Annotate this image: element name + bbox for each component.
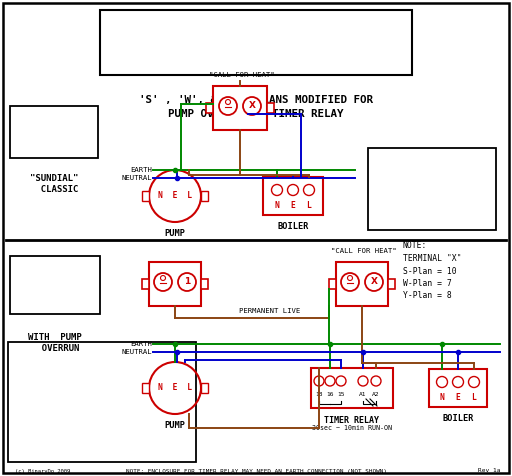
Text: NEUTRAL: NEUTRAL bbox=[121, 349, 152, 355]
Text: 'S' , 'W', & 'Y'  PLANS MODIFIED FOR
PUMP OVERRUN BY TIMER RELAY: 'S' , 'W', & 'Y' PLANS MODIFIED FOR PUMP… bbox=[139, 95, 373, 119]
Text: "CALL FOR HEAT": "CALL FOR HEAT" bbox=[331, 248, 397, 254]
Text: E: E bbox=[456, 393, 460, 401]
Text: "CALL FOR HEAT": "CALL FOR HEAT" bbox=[209, 72, 275, 78]
Text: "SUNDIAL"
  CLASSIC: "SUNDIAL" CLASSIC bbox=[30, 174, 78, 194]
Text: 18: 18 bbox=[315, 391, 323, 397]
Text: PUMP: PUMP bbox=[164, 229, 185, 238]
Text: NOTE: ENCLOSURE FOR TIMER RELAY MAY NEED AN EARTH CONNECTION (NOT SHOWN): NOTE: ENCLOSURE FOR TIMER RELAY MAY NEED… bbox=[125, 468, 387, 474]
Bar bbox=[329, 279, 336, 289]
Text: PERMANENT LIVE: PERMANENT LIVE bbox=[240, 308, 301, 314]
Bar bbox=[10, 256, 100, 314]
Text: L: L bbox=[307, 200, 311, 209]
Text: TIMER RELAY: TIMER RELAY bbox=[325, 416, 379, 425]
Bar bbox=[213, 86, 267, 130]
Text: WITH  PUMP
  OVERRUN: WITH PUMP OVERRUN bbox=[28, 333, 82, 353]
Text: X: X bbox=[248, 101, 255, 110]
Bar bbox=[263, 177, 323, 215]
Text: A1: A1 bbox=[359, 391, 367, 397]
Bar bbox=[142, 191, 149, 201]
Bar bbox=[8, 342, 196, 462]
Text: PUMP: PUMP bbox=[164, 421, 185, 430]
Bar bbox=[336, 262, 388, 306]
Text: N: N bbox=[274, 200, 280, 209]
Text: A2: A2 bbox=[372, 391, 380, 397]
Text: 15: 15 bbox=[337, 391, 345, 397]
Text: NEUTRAL: NEUTRAL bbox=[121, 175, 152, 181]
Bar bbox=[429, 369, 487, 407]
Bar bbox=[201, 191, 208, 201]
Bar bbox=[267, 103, 274, 113]
Bar bbox=[142, 383, 149, 393]
Text: BOILER: BOILER bbox=[442, 414, 474, 423]
Bar bbox=[100, 10, 412, 75]
Bar bbox=[201, 279, 208, 289]
Bar bbox=[311, 368, 393, 408]
Text: 16: 16 bbox=[326, 391, 334, 397]
Text: N  E  L: N E L bbox=[158, 191, 192, 200]
Text: EARTH: EARTH bbox=[130, 341, 152, 347]
Text: N  E  L: N E L bbox=[158, 384, 192, 393]
Bar bbox=[201, 383, 208, 393]
Text: EARTH: EARTH bbox=[130, 167, 152, 173]
Text: L: L bbox=[472, 393, 477, 401]
Bar bbox=[368, 148, 496, 230]
Text: (c) BinaryDo 2009: (c) BinaryDo 2009 bbox=[15, 468, 70, 474]
Bar bbox=[206, 103, 213, 113]
Text: Rev 1a: Rev 1a bbox=[478, 468, 500, 474]
Bar bbox=[142, 279, 149, 289]
Text: BOILER: BOILER bbox=[278, 222, 309, 231]
Text: 1: 1 bbox=[184, 278, 190, 287]
Bar bbox=[10, 106, 98, 158]
Text: X: X bbox=[371, 278, 377, 287]
Text: NOTE:
TERMINAL "X"
S-Plan = 10
W-Plan = 7
Y-Plan = 8: NOTE: TERMINAL "X" S-Plan = 10 W-Plan = … bbox=[403, 241, 461, 300]
Bar bbox=[388, 279, 395, 289]
Bar bbox=[149, 262, 201, 306]
Text: 30sec ~ 10min RUN-ON: 30sec ~ 10min RUN-ON bbox=[312, 425, 392, 431]
Text: N: N bbox=[440, 393, 444, 401]
Text: E: E bbox=[291, 200, 295, 209]
